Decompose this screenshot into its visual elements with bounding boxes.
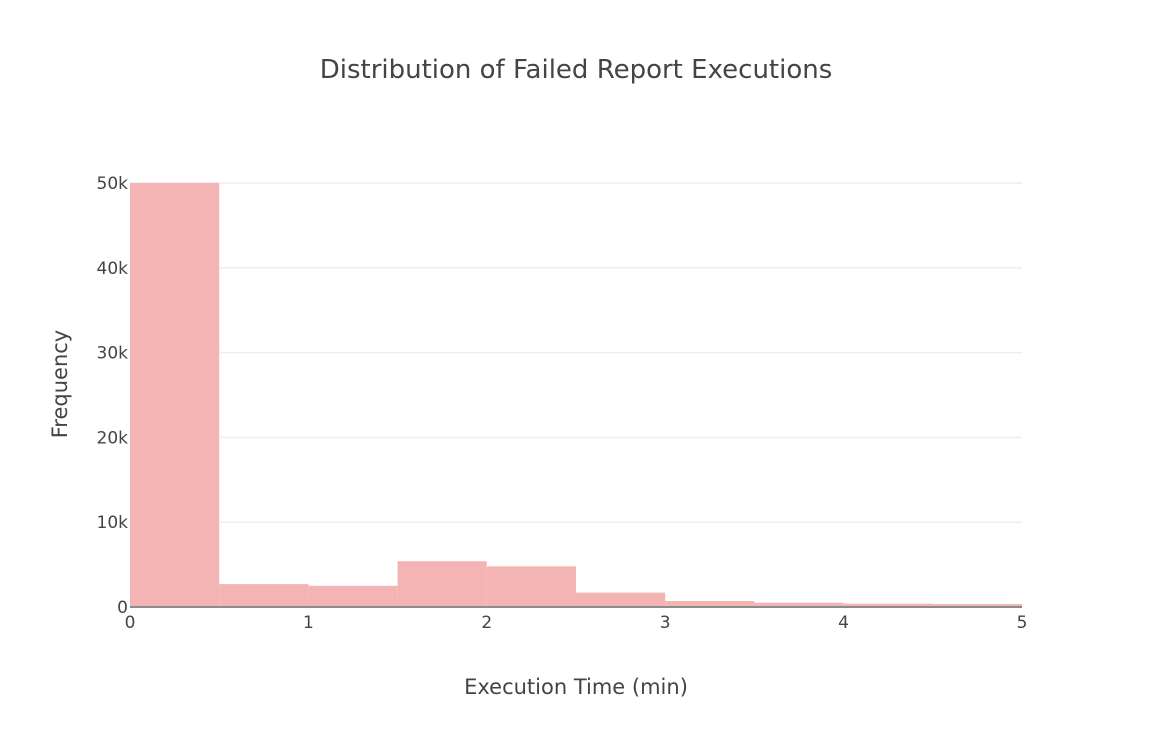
x-axis-ticks: 0 1 2 3 4 5: [125, 613, 1028, 633]
histogram-bar-7: [754, 602, 844, 607]
x-tick-label: 1: [303, 613, 314, 633]
histogram-bars: [130, 183, 1022, 607]
y-tick-label: 30k: [97, 344, 129, 364]
y-tick-label: 0: [117, 598, 128, 618]
x-tick-label: 2: [481, 613, 492, 633]
x-tick-label: 0: [125, 613, 136, 633]
x-tick-label: 5: [1017, 613, 1028, 633]
histogram-bar-0: [130, 183, 220, 607]
histogram-bar-5: [576, 592, 666, 607]
histogram-bar-3: [397, 561, 487, 607]
y-tick-label: 20k: [97, 428, 129, 448]
histogram-bar-1: [219, 584, 309, 607]
x-tick-label: 3: [660, 613, 671, 633]
histogram-bar-8: [843, 603, 933, 607]
y-tick-label: 50k: [97, 174, 129, 194]
histogram-bar-9: [932, 604, 1022, 607]
x-tick-label: 4: [838, 613, 849, 633]
histogram-bar-2: [308, 585, 398, 607]
y-axis-ticks: 0 10k 20k 30k 40k 50k: [97, 174, 129, 618]
histogram-bar-4: [486, 566, 576, 607]
histogram-bar-6: [665, 601, 755, 607]
y-axis-label: Frequency: [48, 330, 72, 439]
grid-lines: [130, 182, 1022, 523]
y-tick-label: 10k: [97, 513, 129, 533]
y-tick-label: 40k: [97, 259, 129, 279]
x-axis-label: Execution Time (min): [464, 675, 688, 699]
chart-title: Distribution of Failed Report Executions: [320, 55, 833, 85]
